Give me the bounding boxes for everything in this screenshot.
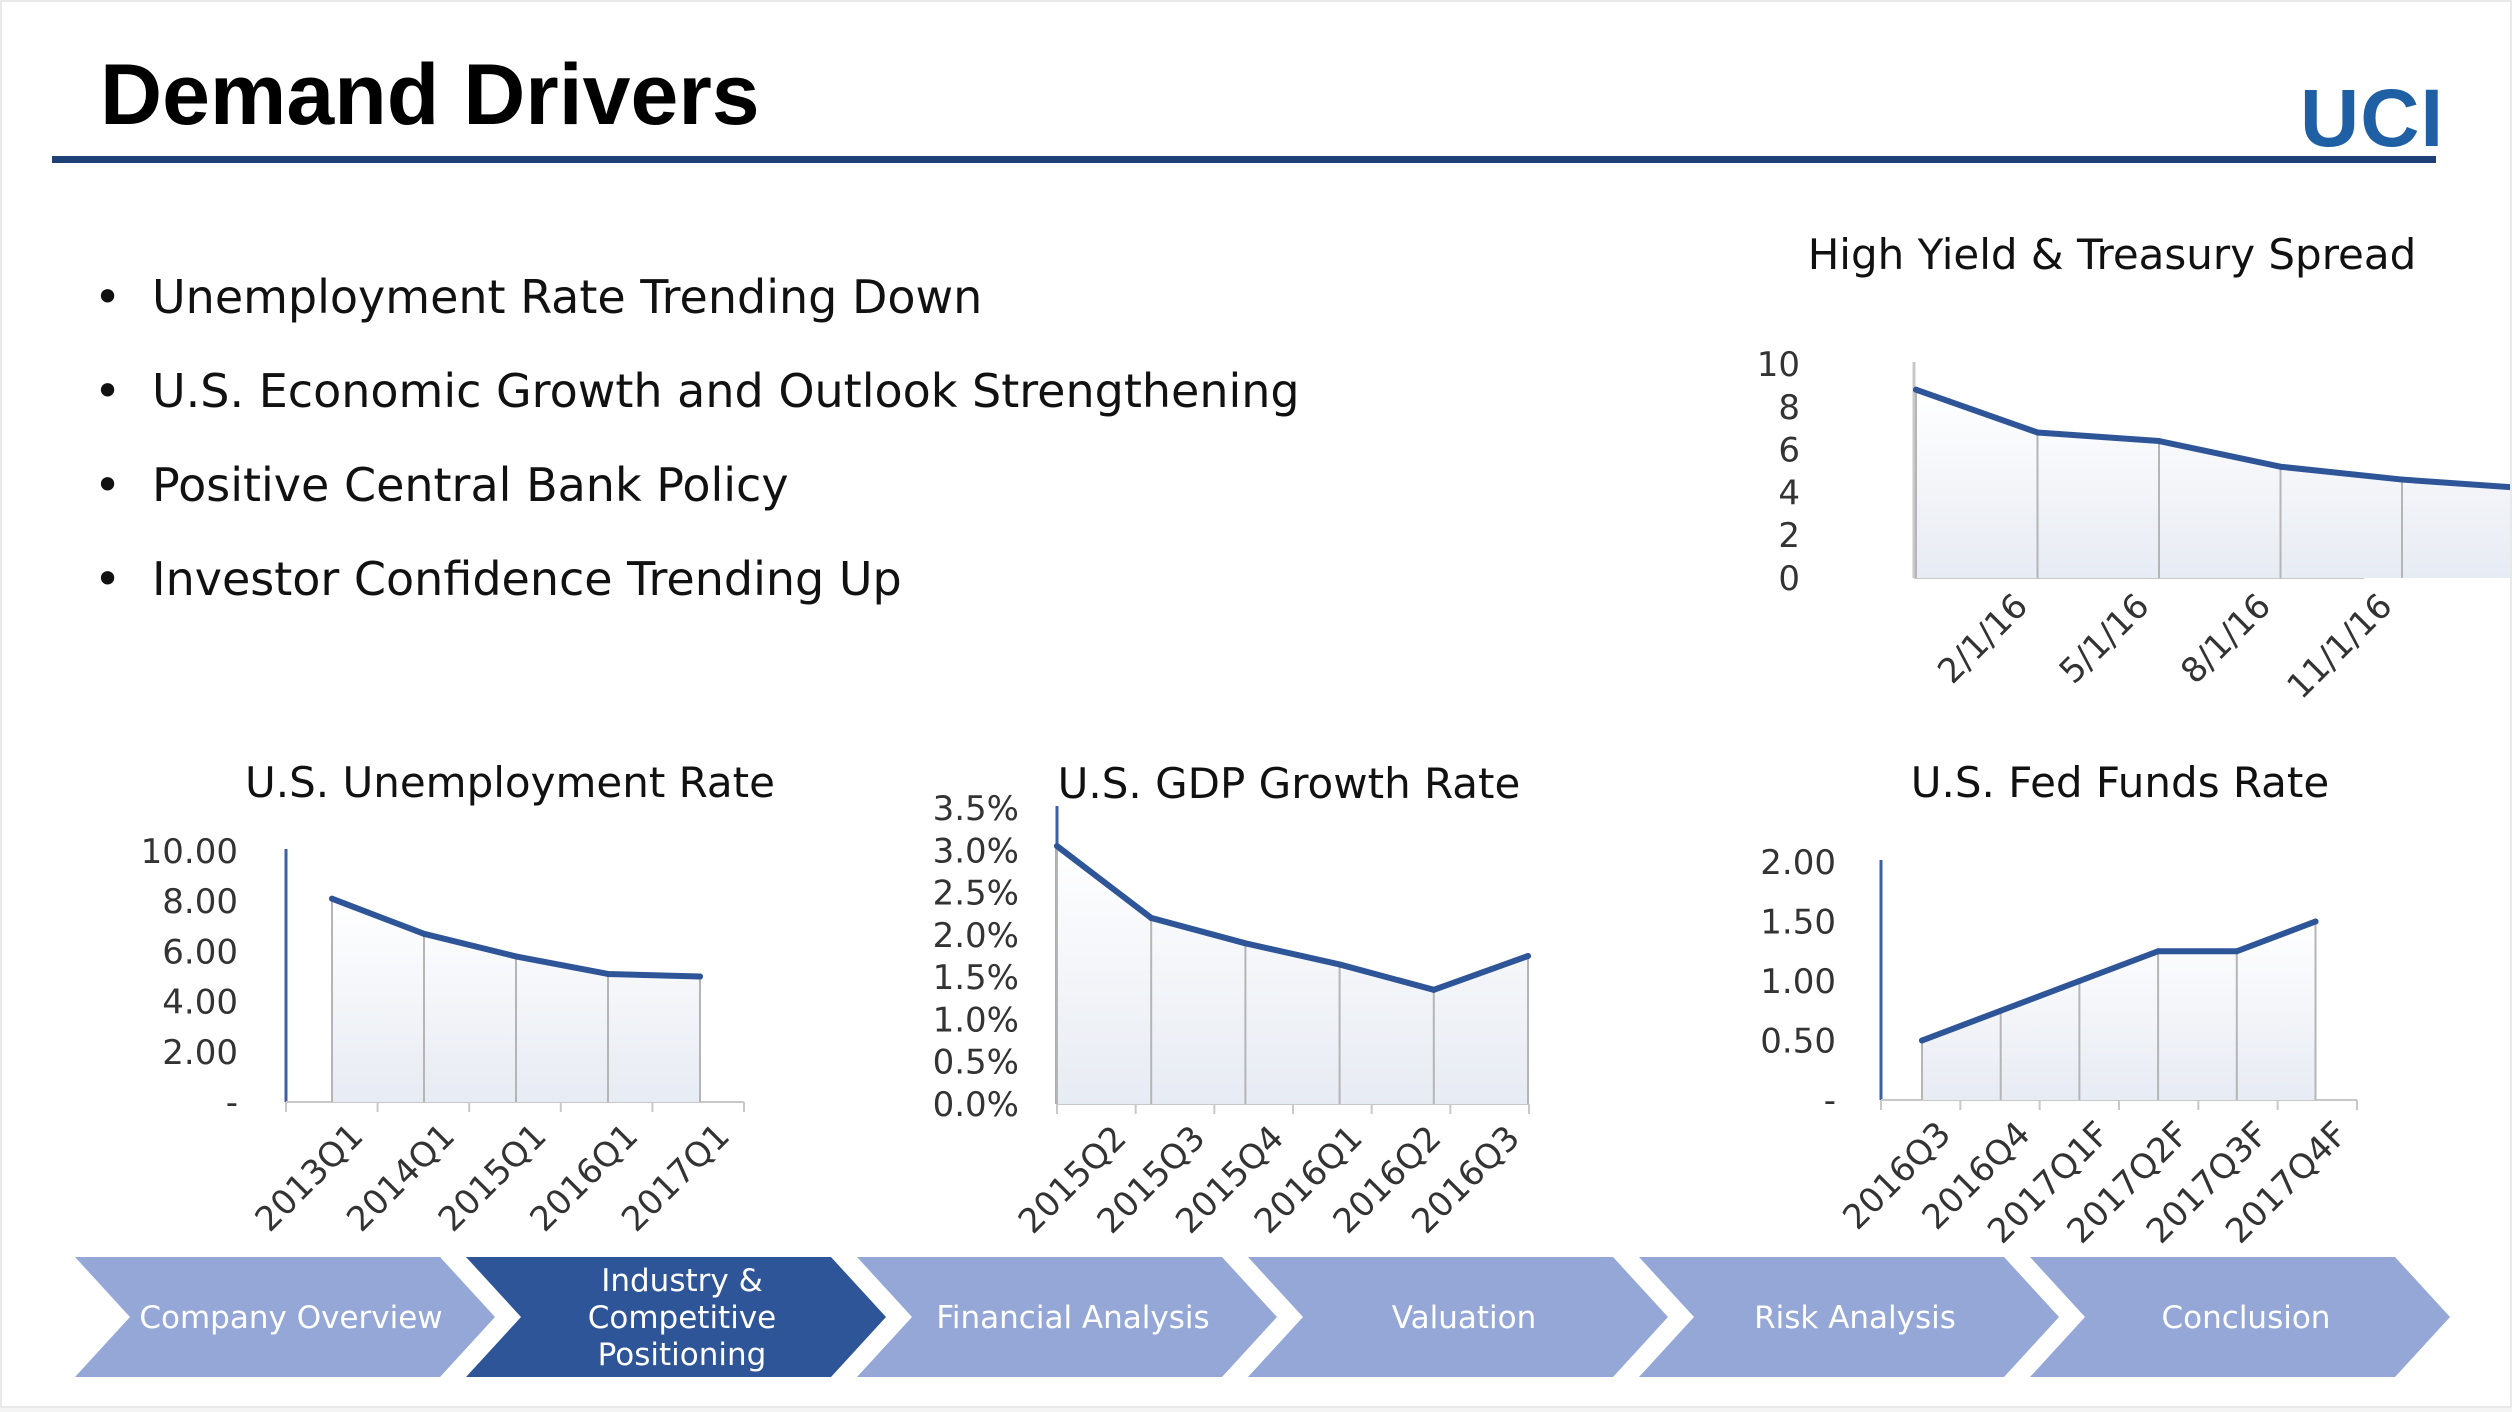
bullet-item: Positive Central Bank Policy <box>94 456 1300 550</box>
data-point <box>2076 978 2083 984</box>
bullet-item: U.S. Economic Growth and Outlook Strengt… <box>94 362 1300 456</box>
data-point <box>2277 463 2284 470</box>
y-tick-label: 2 <box>1778 516 1800 556</box>
area-fill <box>1057 846 1528 1104</box>
nav-chevron[interactable] <box>2030 1257 2450 1377</box>
y-tick-label: 10 <box>1757 345 1800 385</box>
data-point <box>1997 1007 2004 1014</box>
chart-title: U.S. GDP Growth Rate <box>1058 759 1521 808</box>
chart-title: High Yield & Treasury Spread <box>1808 230 2417 279</box>
nav-item-industry[interactable]: Industry & Competitive Positioning <box>466 1257 886 1377</box>
y-tick-label: 1.5% <box>933 958 1019 998</box>
data-point <box>2156 438 2162 445</box>
nav-chevron[interactable] <box>1639 1257 2059 1377</box>
y-tick-label: 0.50 <box>1760 1022 1836 1062</box>
nav-chevron[interactable] <box>857 1257 1277 1377</box>
data-point <box>1919 1037 1925 1044</box>
chart-title: U.S. Unemployment Rate <box>245 758 775 807</box>
y-tick-label: 2.00 <box>1760 843 1836 883</box>
y-tick-label: 1.00 <box>1760 962 1836 1002</box>
nav-chevron[interactable] <box>466 1257 886 1377</box>
nav-label: Company Overview <box>139 1300 442 1336</box>
data-point <box>2233 948 2240 955</box>
y-tick-label: 10.00 <box>141 832 238 872</box>
nav-label: Industry & Competitive Positioning <box>588 1263 777 1373</box>
nav-label: Risk Analysis <box>1754 1300 1956 1336</box>
section-nav: Company Overview Industry & Competitive Pos… <box>75 1257 2450 1377</box>
data-point <box>2034 429 2041 436</box>
data-point <box>329 895 335 902</box>
y-tick-label: 2.0% <box>933 916 1019 956</box>
nav-item-conclusion[interactable]: Conclusion <box>2030 1257 2450 1377</box>
chart-fedfunds: U.S. Fed Funds Rate-0.501.001.502.002016… <box>1760 758 2358 1252</box>
data-point <box>697 973 703 980</box>
data-point <box>1430 986 1437 993</box>
bullet-item: Unemployment Rate Trending Down <box>94 268 1300 362</box>
data-point <box>605 970 611 977</box>
x-tick-label: 8/1/16 <box>2173 586 2279 692</box>
nav-item-valuation[interactable]: Valuation <box>1248 1257 1668 1377</box>
nav-item-financial-analysis[interactable]: Financial Analysis <box>857 1257 1277 1377</box>
nav-label: Valuation <box>1392 1300 1536 1336</box>
y-tick-label: - <box>1824 1081 1836 1121</box>
y-tick-label: 4.00 <box>162 983 238 1023</box>
nav-chevron[interactable] <box>1248 1257 1668 1377</box>
data-point <box>421 930 427 937</box>
x-tick-label: 5/1/16 <box>2052 586 2158 692</box>
y-tick-label: - <box>226 1083 238 1123</box>
y-tick-label: 0.0% <box>933 1085 1019 1125</box>
series-line <box>1913 386 2510 491</box>
nav-item-company-overview[interactable]: Company Overview <box>75 1257 495 1377</box>
chart-title: U.S. Fed Funds Rate <box>1911 758 2329 807</box>
data-point <box>513 953 519 960</box>
uci-logo: UCI <box>2300 73 2445 164</box>
bullet-item: Investor Confidence Trending Up <box>94 550 1300 644</box>
y-tick-label: 1.50 <box>1760 903 1836 943</box>
y-tick-label: 0 <box>1778 559 1800 599</box>
y-tick-label: 3.0% <box>933 831 1019 871</box>
series-line <box>1919 918 2319 1044</box>
bullet-list: Unemployment Rate Trending Down U.S. Eco… <box>94 268 1300 644</box>
y-tick-label: 6.00 <box>162 932 238 972</box>
title-divider <box>52 156 2436 163</box>
x-tick-label: 2/1/16 <box>1930 586 2036 692</box>
y-tick-label: 2.00 <box>162 1033 238 1073</box>
x-tick-label: 11/1/16 <box>2279 586 2400 707</box>
data-point <box>2312 918 2319 925</box>
data-point <box>1054 843 1060 850</box>
nav-label: Financial Analysis <box>936 1300 1209 1336</box>
y-tick-label: 3.5% <box>933 789 1019 829</box>
series-line <box>1054 843 1531 993</box>
data-point <box>1336 961 1343 968</box>
chart-gdp: U.S. GDP Growth Rate 0.0%0.5%1.0%1.5%2.0%… <box>933 759 1531 1242</box>
y-tick-label: 4 <box>1778 473 1800 513</box>
data-point <box>2399 476 2405 483</box>
nav-label: Conclusion <box>2162 1300 2331 1336</box>
data-point <box>1242 940 1249 947</box>
page-title: Demand Drivers <box>100 47 760 143</box>
y-tick-label: 2.5% <box>933 874 1019 914</box>
y-tick-label: 1.0% <box>933 1000 1019 1040</box>
chart-unemployment: U.S. Unemployment Rate - 2.00 4.00 6.00 8.00 1… <box>141 758 775 1240</box>
y-tick-label: 8.00 <box>162 882 238 922</box>
nav-item-risk-analysis[interactable]: Risk Analysis <box>1639 1257 2059 1377</box>
area-fill <box>1922 921 2316 1100</box>
data-point <box>1913 386 1919 393</box>
data-point <box>2155 948 2162 955</box>
y-tick-label: 6 <box>1778 431 1800 471</box>
nav-chevron[interactable] <box>75 1257 495 1377</box>
y-tick-label: 8 <box>1778 388 1800 428</box>
data-point <box>1148 914 1155 921</box>
data-point <box>1525 953 1531 959</box>
y-tick-label: 0.5% <box>933 1043 1019 1083</box>
